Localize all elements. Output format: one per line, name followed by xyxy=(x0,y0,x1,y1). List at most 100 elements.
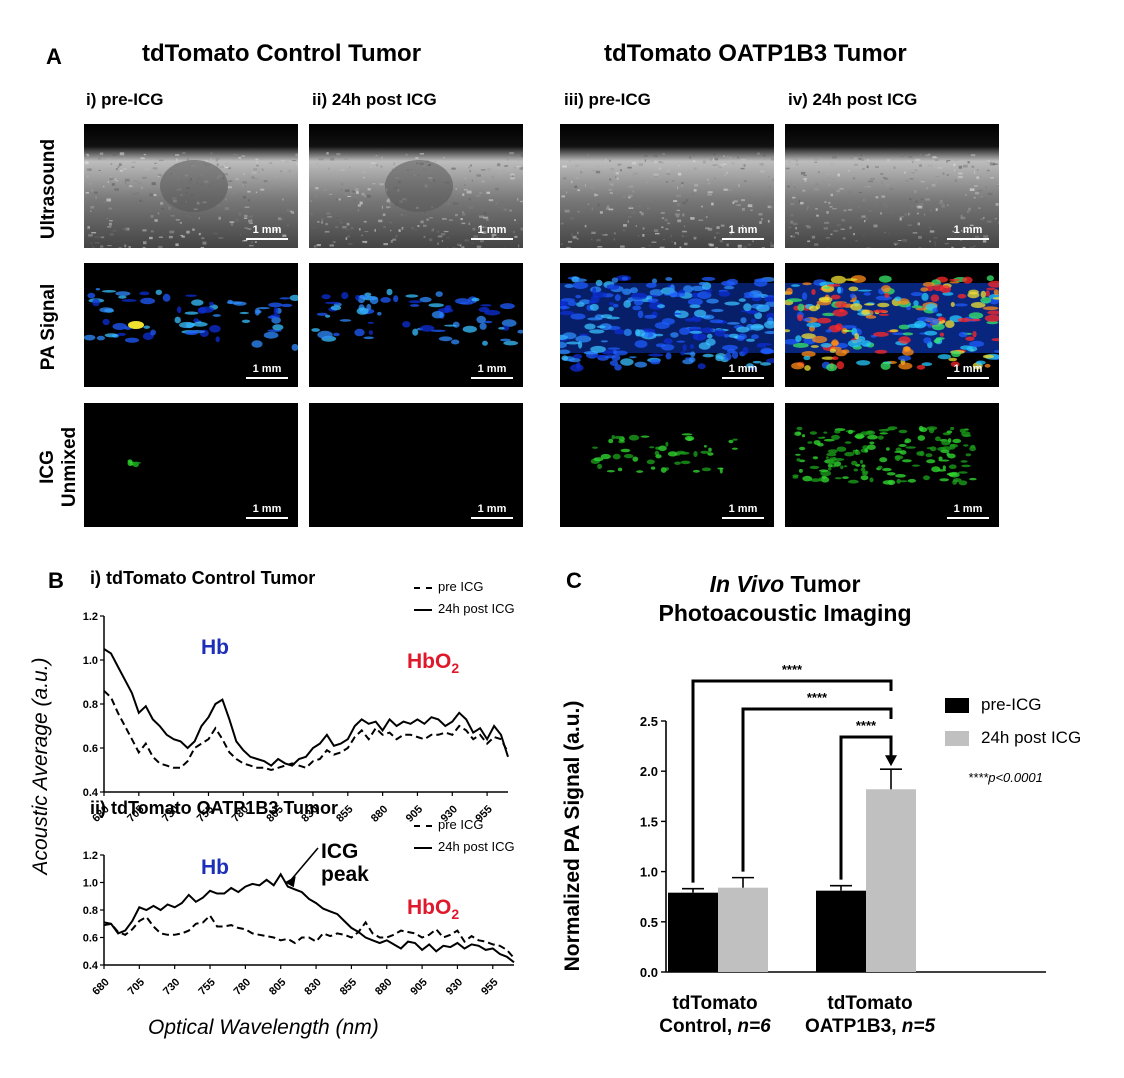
image-tile-pa-3: 1 mm xyxy=(560,263,774,387)
legend-dashed-swatch xyxy=(414,824,432,827)
legend-post-label: 24h post ICG xyxy=(438,839,515,854)
scale-bar-label: 1 mm xyxy=(728,503,758,515)
pvalue-note: ****p<0.0001 xyxy=(968,770,1043,785)
scale-bar-label: 1 mm xyxy=(953,363,983,375)
panel-c-plot: 0.0 0.5 1.0 1.5 2.0 2.5 **** **** **** xyxy=(640,662,1046,980)
x-tick-label: 855 xyxy=(338,976,359,997)
scale-bar-line xyxy=(947,377,989,379)
annot-hb-2: Hb xyxy=(201,856,229,879)
image-tile-us-4: 1 mm xyxy=(785,124,999,248)
annot-hbo2-2: HbO2 xyxy=(407,896,459,922)
panel-b-legend-1: pre ICG 24h post ICG xyxy=(414,576,515,620)
annot-hb-1: Hb xyxy=(201,636,229,659)
significance-arrowhead xyxy=(885,755,897,767)
panel-c-title: In Vivo Tumor Photoacoustic Imaging xyxy=(600,570,970,628)
x-tick-label: 830 xyxy=(302,976,323,997)
image-tile-icg-4: 1 mm xyxy=(785,403,999,527)
scale-bar: 1 mm xyxy=(947,363,989,379)
scale-bar: 1 mm xyxy=(246,224,288,240)
annot-hbo2-2-sub: 2 xyxy=(451,906,460,923)
bar-pre-icg xyxy=(668,892,718,972)
scale-bar-label: 1 mm xyxy=(728,363,758,375)
legend-c-post: 24h post ICG xyxy=(981,728,1082,747)
y-tick-label: 1.0 xyxy=(83,878,98,890)
panel-a-letter: A xyxy=(46,44,62,69)
legend-post-swatch xyxy=(945,731,969,747)
y-tick-label: 0.4 xyxy=(83,960,99,972)
y-tick-label: 1.0 xyxy=(83,655,98,667)
x-tick-label: 755 xyxy=(196,976,217,997)
image-tile-graphic xyxy=(792,425,977,486)
panel-b-svg: 0.4 0.6 0.8 1.0 1.2 680 705 730 755 780 805 830 855 8… xyxy=(83,611,515,998)
image-tile-graphic xyxy=(590,433,738,474)
scale-bar: 1 mm xyxy=(246,363,288,379)
group2-line2b: n=5 xyxy=(901,1016,936,1037)
image-tile-graphic xyxy=(84,288,298,351)
series-line-24h-post-icg xyxy=(103,872,515,964)
series-line-24h-post-icg xyxy=(103,648,509,767)
y-tick-label: 0.0 xyxy=(640,965,658,980)
scale-bar-label: 1 mm xyxy=(477,363,507,375)
image-tile-graphic xyxy=(84,124,298,248)
image-tile-graphic xyxy=(311,288,523,346)
panel-b-ylabel: Acoustic Average (a.u.) xyxy=(29,657,52,875)
image-tile-graphic xyxy=(560,124,774,248)
panel-b-plot-2: 0.4 0.6 0.8 1.0 1.2 680 705 730 755 780 805 830 855 8… xyxy=(83,847,515,998)
scale-bar: 1 mm xyxy=(471,503,513,519)
x-tick-label: 905 xyxy=(408,976,429,997)
x-tick-label: 805 xyxy=(267,976,288,997)
row-label-icg-line2: Unmixed xyxy=(59,426,80,508)
image-tile-graphic xyxy=(309,124,523,248)
image-tile-graphic xyxy=(785,275,999,372)
annot-hbo2-1-sub: 2 xyxy=(451,660,460,677)
y-tick-label: 1.2 xyxy=(83,850,98,862)
bar-24h-post-icg xyxy=(718,887,768,972)
scale-bar-line xyxy=(722,238,764,240)
scale-bar: 1 mm xyxy=(947,503,989,519)
image-tile-icg-3: 1 mm xyxy=(560,403,774,527)
legend-solid-swatch xyxy=(414,846,432,849)
legend-solid-swatch xyxy=(414,608,432,611)
y-tick-label: 0.5 xyxy=(640,915,658,930)
annot-hbo2-1-text: HbO xyxy=(407,650,452,673)
x-tick-label: 705 xyxy=(126,976,147,997)
image-tile-graphic xyxy=(785,124,999,248)
x-tick-label: 880 xyxy=(369,803,390,824)
scale-bar-line xyxy=(722,517,764,519)
row-label-ultrasound: Ultrasound xyxy=(38,138,59,240)
x-tick-label: 680 xyxy=(90,976,111,997)
y-tick-label: 2.0 xyxy=(640,764,658,779)
scale-bar-line xyxy=(471,377,513,379)
legend-pre-swatch xyxy=(945,698,969,714)
scale-bar-label: 1 mm xyxy=(953,224,983,236)
panel-c-ylabel: Normalized PA Signal (a.u.) xyxy=(561,700,584,972)
legend-dashed-swatch xyxy=(414,586,432,589)
row-label-icg-unmixed: ICG Unmixed xyxy=(37,412,81,522)
y-tick-label: 0.8 xyxy=(83,699,98,711)
y-tick-label: 1.5 xyxy=(640,814,658,829)
significance-label: **** xyxy=(856,718,877,733)
image-tile-us-2: 1 mm xyxy=(309,124,523,248)
scale-bar-line xyxy=(947,517,989,519)
significance-label: **** xyxy=(807,690,828,705)
y-tick-label: 1.0 xyxy=(640,865,658,880)
panel-b-ylabel-container: Acoustic Average (a.u.) xyxy=(1,604,81,934)
bar-24h-post-icg xyxy=(866,789,916,972)
annot-icg-peak: ICG peak xyxy=(321,840,369,886)
significance-bracket xyxy=(691,679,893,883)
group1-line2a: Control, xyxy=(659,1016,738,1037)
scale-bar-label: 1 mm xyxy=(728,224,758,236)
annot-hbo2-2-text: HbO xyxy=(407,896,452,919)
scale-bar-line xyxy=(947,238,989,240)
series-line-pre-icg xyxy=(103,690,509,772)
group1-line2b: n=6 xyxy=(737,1016,771,1037)
scale-bar-line xyxy=(246,377,288,379)
x-tick-label: 930 xyxy=(444,976,465,997)
scale-bar-line xyxy=(471,517,513,519)
y-tick-label: 0.6 xyxy=(83,743,98,755)
scale-bar-label: 1 mm xyxy=(953,503,983,515)
image-tile-icg-1: 1 mm xyxy=(84,403,298,527)
panel-c-title-italic: In Vivo xyxy=(709,571,785,597)
scale-bar: 1 mm xyxy=(722,503,764,519)
annot-hbo2-1: HbO2 xyxy=(407,650,459,676)
